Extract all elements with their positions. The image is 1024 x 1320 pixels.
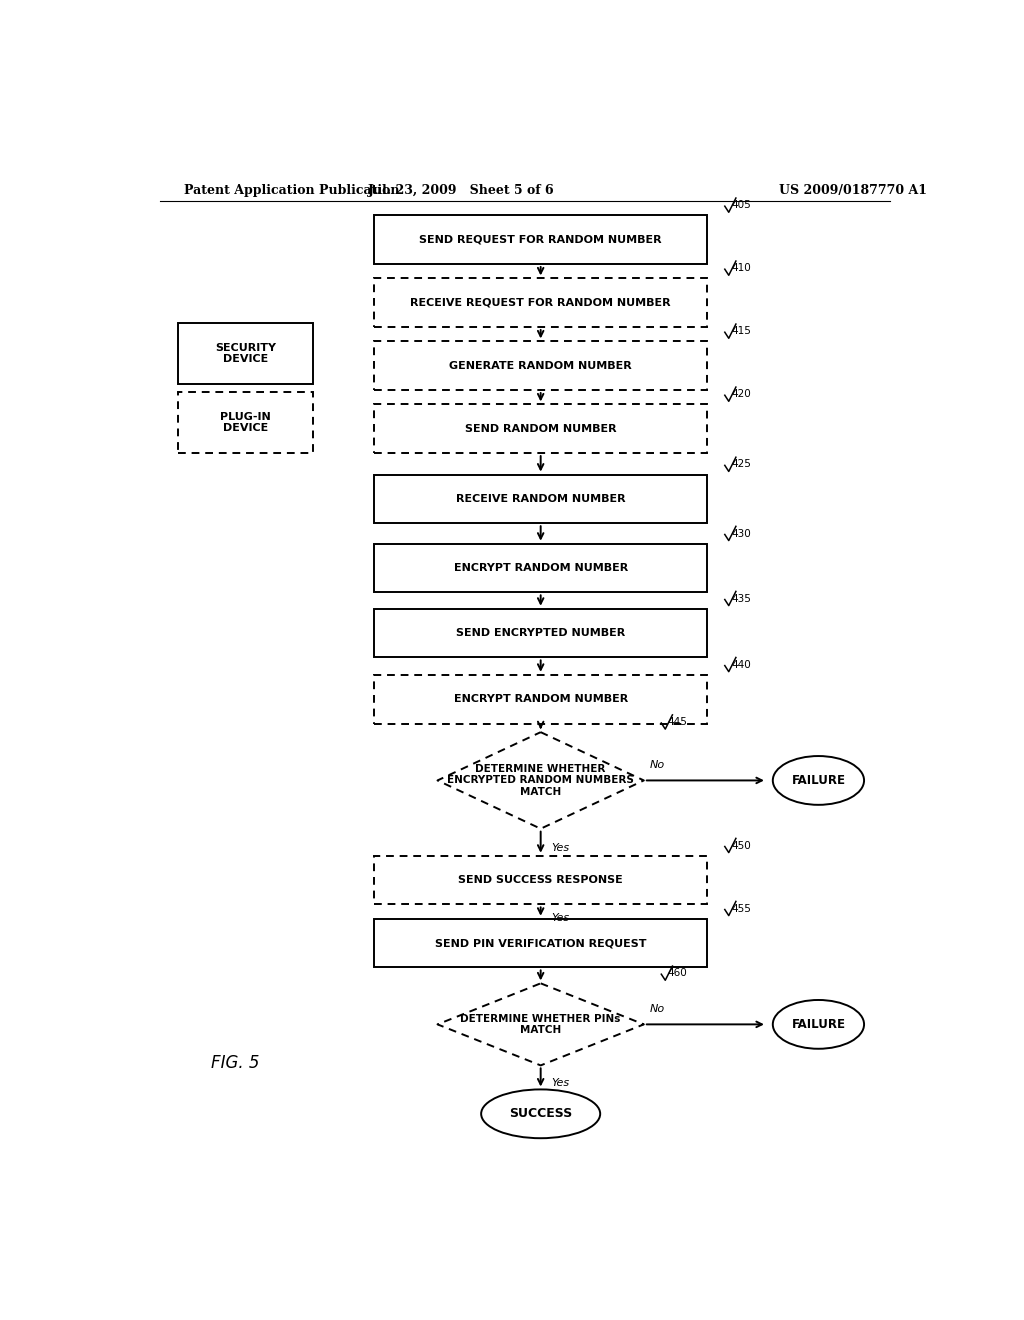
Text: PLUG-IN
DEVICE: PLUG-IN DEVICE <box>220 412 270 433</box>
Text: 425: 425 <box>731 459 751 470</box>
Text: SEND ENCRYPTED NUMBER: SEND ENCRYPTED NUMBER <box>456 628 626 638</box>
Text: 410: 410 <box>731 263 751 273</box>
FancyBboxPatch shape <box>374 855 708 904</box>
Text: Yes: Yes <box>551 1077 569 1088</box>
Text: RECEIVE REQUEST FOR RANDOM NUMBER: RECEIVE REQUEST FOR RANDOM NUMBER <box>411 298 671 308</box>
Text: 445: 445 <box>668 717 687 727</box>
Text: SEND PIN VERIFICATION REQUEST: SEND PIN VERIFICATION REQUEST <box>435 939 646 948</box>
FancyBboxPatch shape <box>374 544 708 593</box>
Text: Patent Application Publication: Patent Application Publication <box>183 183 399 197</box>
Text: 430: 430 <box>731 528 751 539</box>
Text: SEND RANDOM NUMBER: SEND RANDOM NUMBER <box>465 424 616 434</box>
FancyBboxPatch shape <box>374 279 708 327</box>
Text: SEND REQUEST FOR RANDOM NUMBER: SEND REQUEST FOR RANDOM NUMBER <box>420 235 662 244</box>
Text: FAILURE: FAILURE <box>792 774 846 787</box>
Text: No: No <box>650 1005 666 1014</box>
FancyBboxPatch shape <box>374 215 708 264</box>
Ellipse shape <box>773 1001 864 1049</box>
Text: No: No <box>650 760 666 771</box>
Text: ENCRYPT RANDOM NUMBER: ENCRYPT RANDOM NUMBER <box>454 694 628 704</box>
Text: 460: 460 <box>668 969 687 978</box>
Text: GENERATE RANDOM NUMBER: GENERATE RANDOM NUMBER <box>450 360 632 371</box>
Text: 420: 420 <box>731 389 751 399</box>
Text: DETERMINE WHETHER
ENCRYPTED RANDOM NUMBERS
MATCH: DETERMINE WHETHER ENCRYPTED RANDOM NUMBE… <box>447 764 634 797</box>
Text: 455: 455 <box>731 904 751 913</box>
Text: FAILURE: FAILURE <box>792 1018 846 1031</box>
Text: SECURITY
DEVICE: SECURITY DEVICE <box>215 343 275 364</box>
FancyBboxPatch shape <box>178 392 313 453</box>
Text: SUCCESS: SUCCESS <box>509 1107 572 1121</box>
FancyBboxPatch shape <box>374 342 708 391</box>
Text: Yes: Yes <box>551 843 569 853</box>
Text: DETERMINE WHETHER PINs
MATCH: DETERMINE WHETHER PINs MATCH <box>461 1014 621 1035</box>
Text: 415: 415 <box>731 326 751 337</box>
Text: FIG. 5: FIG. 5 <box>211 1055 260 1072</box>
Text: ENCRYPT RANDOM NUMBER: ENCRYPT RANDOM NUMBER <box>454 564 628 573</box>
Text: 440: 440 <box>731 660 751 669</box>
FancyBboxPatch shape <box>374 609 708 657</box>
FancyBboxPatch shape <box>374 404 708 453</box>
Text: US 2009/0187770 A1: US 2009/0187770 A1 <box>778 183 927 197</box>
Text: RECEIVE RANDOM NUMBER: RECEIVE RANDOM NUMBER <box>456 494 626 504</box>
FancyBboxPatch shape <box>178 323 313 384</box>
FancyBboxPatch shape <box>374 675 708 723</box>
Text: Jul. 23, 2009   Sheet 5 of 6: Jul. 23, 2009 Sheet 5 of 6 <box>368 183 555 197</box>
Text: 405: 405 <box>731 201 751 210</box>
Text: 435: 435 <box>731 594 751 603</box>
Text: 450: 450 <box>731 841 751 850</box>
Text: Yes: Yes <box>551 912 569 923</box>
FancyBboxPatch shape <box>374 474 708 523</box>
Ellipse shape <box>481 1089 600 1138</box>
Ellipse shape <box>773 756 864 805</box>
Text: SEND SUCCESS RESPONSE: SEND SUCCESS RESPONSE <box>459 875 623 884</box>
FancyBboxPatch shape <box>374 919 708 968</box>
